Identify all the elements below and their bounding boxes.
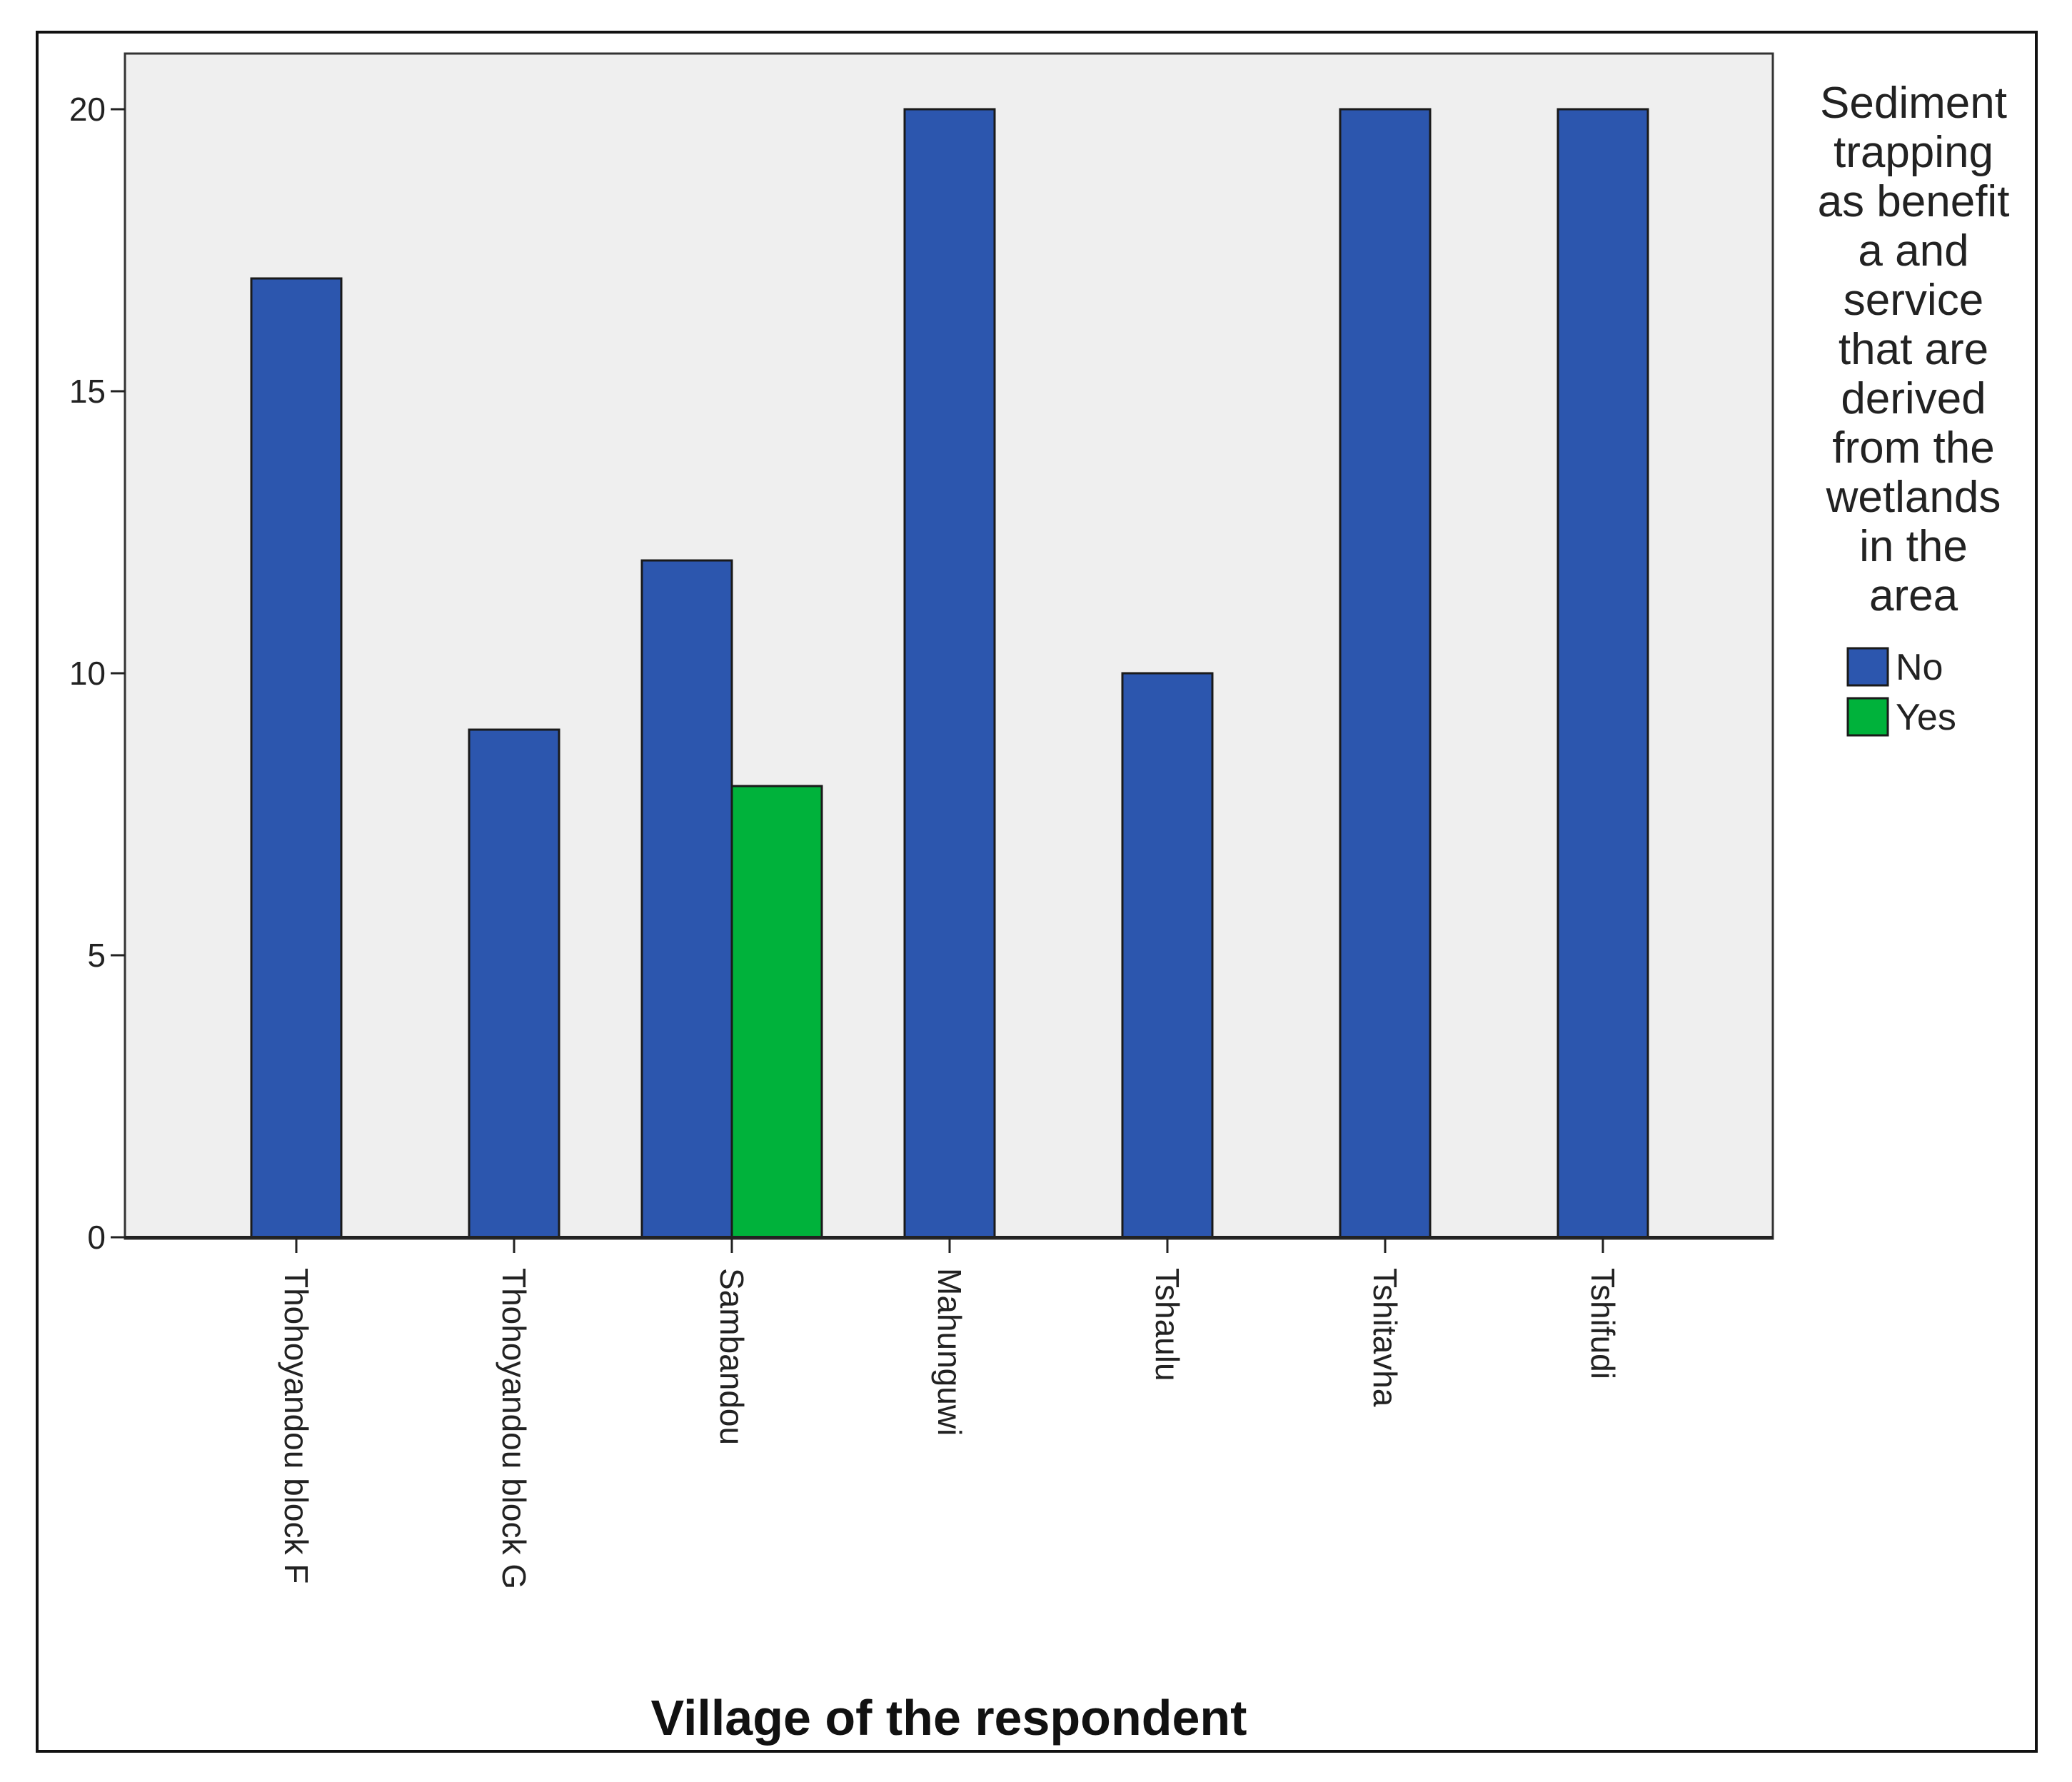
legend-title-line: from the (1832, 423, 1994, 473)
bars-group (250, 108, 1649, 1239)
legend-swatch-no (1846, 647, 1889, 687)
legend-swatch-yes (1846, 697, 1889, 737)
x-tick-label: Tshitavha (1367, 1268, 1404, 1407)
bar-no-5 (1339, 108, 1432, 1239)
legend-label-no: No (1896, 647, 1943, 688)
legend-title-line: service (1844, 276, 1983, 325)
bar-no-1 (468, 728, 560, 1239)
x-axis-tick-labels: Thohoyandou block F Thohoyandou block G Sa… (278, 1237, 1621, 1589)
y-tick-label: 20 (69, 91, 106, 128)
y-axis: 0 5 10 15 20 (69, 91, 125, 1256)
bar-no-4 (1121, 672, 1214, 1239)
legend-title-line: derived (1841, 374, 1986, 423)
legend-title-line: Sediment (1820, 79, 2007, 128)
bar-no-2 (640, 559, 733, 1239)
legend-label-yes: Yes (1896, 697, 1956, 738)
x-tick-label: Mahunguwi (931, 1268, 968, 1436)
legend-title-line: trapping (1834, 128, 1993, 177)
x-tick-label: Thohoyandou block G (496, 1268, 533, 1589)
y-tick-label: 10 (69, 655, 106, 692)
y-tick-label: 15 (69, 373, 106, 410)
legend-title-line: that are (1839, 325, 1988, 374)
bar-no-6 (1556, 108, 1649, 1239)
x-tick-label: Sambandou (713, 1268, 750, 1445)
y-tick-label: 0 (87, 1219, 106, 1256)
x-axis-title: Village of the respondent (651, 1690, 1247, 1746)
x-tick-label: Thohoyandou block F (278, 1268, 315, 1584)
y-tick-label: 5 (87, 937, 106, 974)
x-tick-label: Tshaulu (1149, 1268, 1186, 1381)
legend-title-line: a and (1858, 226, 1968, 276)
legend-title-line: area (1869, 571, 1958, 620)
legend-title-line: as benefit (1818, 177, 2010, 226)
bar-no-0 (250, 277, 343, 1239)
bar-yes-2 (730, 785, 823, 1239)
legend-title-line: in the (1859, 522, 1968, 571)
x-tick-label: Tshifudi (1584, 1268, 1621, 1379)
legend-title-line: wetlands (1826, 473, 2001, 522)
bar-no-3 (903, 108, 996, 1239)
